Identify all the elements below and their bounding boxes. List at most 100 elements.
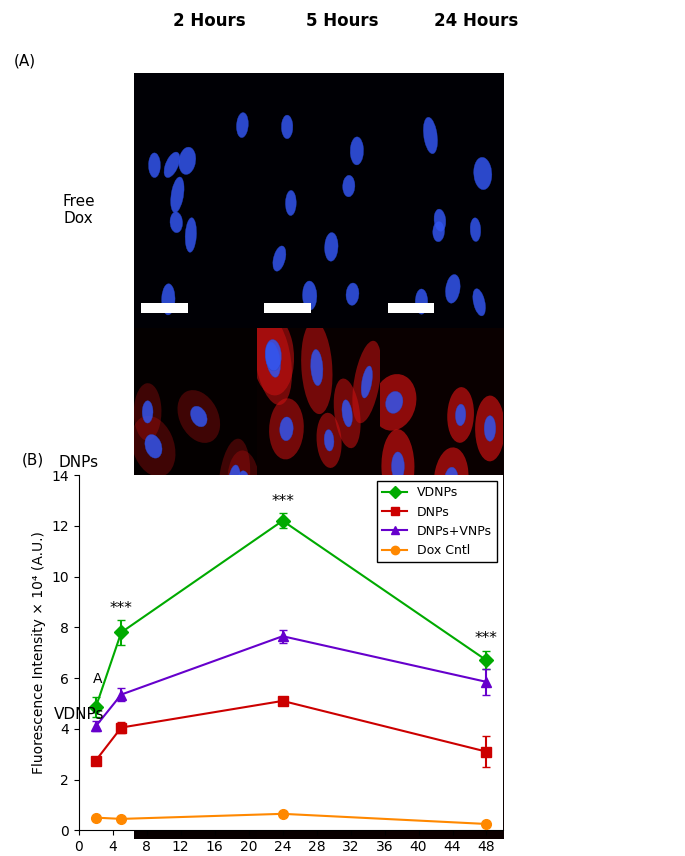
Ellipse shape — [179, 739, 213, 811]
Ellipse shape — [286, 190, 296, 216]
Ellipse shape — [446, 755, 460, 794]
Ellipse shape — [473, 288, 486, 316]
Bar — [264, 813, 311, 823]
Bar — [141, 813, 188, 823]
Ellipse shape — [352, 341, 382, 423]
Ellipse shape — [265, 340, 282, 371]
Ellipse shape — [303, 281, 316, 310]
Ellipse shape — [266, 687, 275, 721]
Bar — [141, 303, 188, 312]
Ellipse shape — [142, 401, 153, 423]
Ellipse shape — [195, 697, 226, 791]
Ellipse shape — [316, 413, 342, 468]
Bar — [388, 303, 434, 312]
Ellipse shape — [423, 532, 436, 562]
Ellipse shape — [297, 664, 325, 718]
Ellipse shape — [445, 275, 460, 303]
Ellipse shape — [227, 450, 260, 517]
Ellipse shape — [179, 529, 189, 564]
Ellipse shape — [132, 416, 175, 477]
Ellipse shape — [334, 378, 360, 449]
Ellipse shape — [177, 390, 220, 443]
Ellipse shape — [222, 685, 234, 716]
Ellipse shape — [435, 725, 471, 823]
Bar — [388, 558, 434, 568]
Ellipse shape — [164, 152, 180, 177]
Ellipse shape — [346, 283, 359, 306]
Ellipse shape — [474, 158, 492, 190]
Ellipse shape — [361, 366, 373, 398]
Ellipse shape — [475, 395, 505, 461]
Ellipse shape — [282, 115, 293, 139]
Ellipse shape — [350, 137, 364, 165]
Ellipse shape — [258, 659, 282, 748]
Legend: VDNPs, DNPs, DNPs+VNPs, Dox Cntl: VDNPs, DNPs, DNPs+VNPs, Dox Cntl — [377, 481, 497, 562]
Text: 24 Hours: 24 Hours — [434, 12, 518, 30]
Ellipse shape — [382, 429, 414, 503]
Ellipse shape — [271, 757, 286, 778]
Ellipse shape — [434, 448, 469, 512]
Ellipse shape — [445, 467, 458, 492]
Ellipse shape — [134, 383, 162, 441]
Ellipse shape — [185, 217, 197, 253]
Text: 2 Hours: 2 Hours — [173, 12, 245, 30]
Ellipse shape — [342, 175, 355, 197]
Ellipse shape — [484, 416, 496, 441]
Ellipse shape — [212, 661, 242, 740]
Ellipse shape — [358, 678, 374, 710]
Ellipse shape — [171, 177, 184, 212]
Ellipse shape — [412, 508, 447, 586]
Ellipse shape — [286, 722, 297, 747]
Ellipse shape — [219, 438, 250, 525]
Ellipse shape — [190, 761, 203, 789]
Ellipse shape — [456, 404, 466, 425]
Bar — [388, 813, 434, 823]
Text: A: A — [92, 672, 102, 686]
Ellipse shape — [406, 624, 418, 650]
Ellipse shape — [386, 391, 403, 413]
Ellipse shape — [258, 740, 299, 794]
Ellipse shape — [266, 342, 280, 377]
Ellipse shape — [190, 407, 207, 427]
Ellipse shape — [195, 502, 234, 562]
Ellipse shape — [269, 398, 304, 460]
Ellipse shape — [344, 652, 387, 736]
Ellipse shape — [187, 725, 225, 805]
Ellipse shape — [398, 604, 426, 669]
Ellipse shape — [327, 705, 356, 767]
Ellipse shape — [393, 628, 412, 656]
Ellipse shape — [301, 321, 332, 414]
Bar — [141, 558, 188, 568]
Ellipse shape — [170, 212, 182, 233]
Y-axis label: Fluorescence Intensity × 10⁴ (A.U.): Fluorescence Intensity × 10⁴ (A.U.) — [32, 532, 46, 774]
Ellipse shape — [237, 471, 250, 496]
Text: (A): (A) — [14, 53, 36, 68]
Ellipse shape — [254, 314, 292, 405]
Ellipse shape — [423, 117, 438, 154]
Text: VDNPs: VDNPs — [53, 707, 104, 722]
Ellipse shape — [325, 233, 338, 261]
Ellipse shape — [433, 221, 445, 241]
Text: (B): (B) — [21, 453, 44, 468]
Ellipse shape — [306, 681, 316, 702]
Ellipse shape — [145, 435, 162, 458]
Ellipse shape — [280, 670, 312, 720]
Ellipse shape — [399, 612, 412, 640]
Text: ***: *** — [110, 601, 133, 616]
Ellipse shape — [205, 725, 216, 762]
Ellipse shape — [162, 283, 175, 315]
Ellipse shape — [412, 654, 443, 719]
Ellipse shape — [311, 349, 323, 386]
Ellipse shape — [179, 147, 196, 175]
Text: ***: *** — [271, 494, 294, 509]
Text: Free
Dox: Free Dox — [62, 193, 95, 226]
Text: DNPs: DNPs — [59, 455, 99, 470]
Ellipse shape — [336, 724, 347, 748]
Ellipse shape — [170, 502, 198, 591]
Ellipse shape — [199, 749, 214, 780]
Ellipse shape — [379, 607, 426, 678]
Text: ***: *** — [475, 632, 498, 646]
Ellipse shape — [252, 315, 294, 395]
Ellipse shape — [434, 209, 446, 231]
Ellipse shape — [208, 734, 251, 814]
